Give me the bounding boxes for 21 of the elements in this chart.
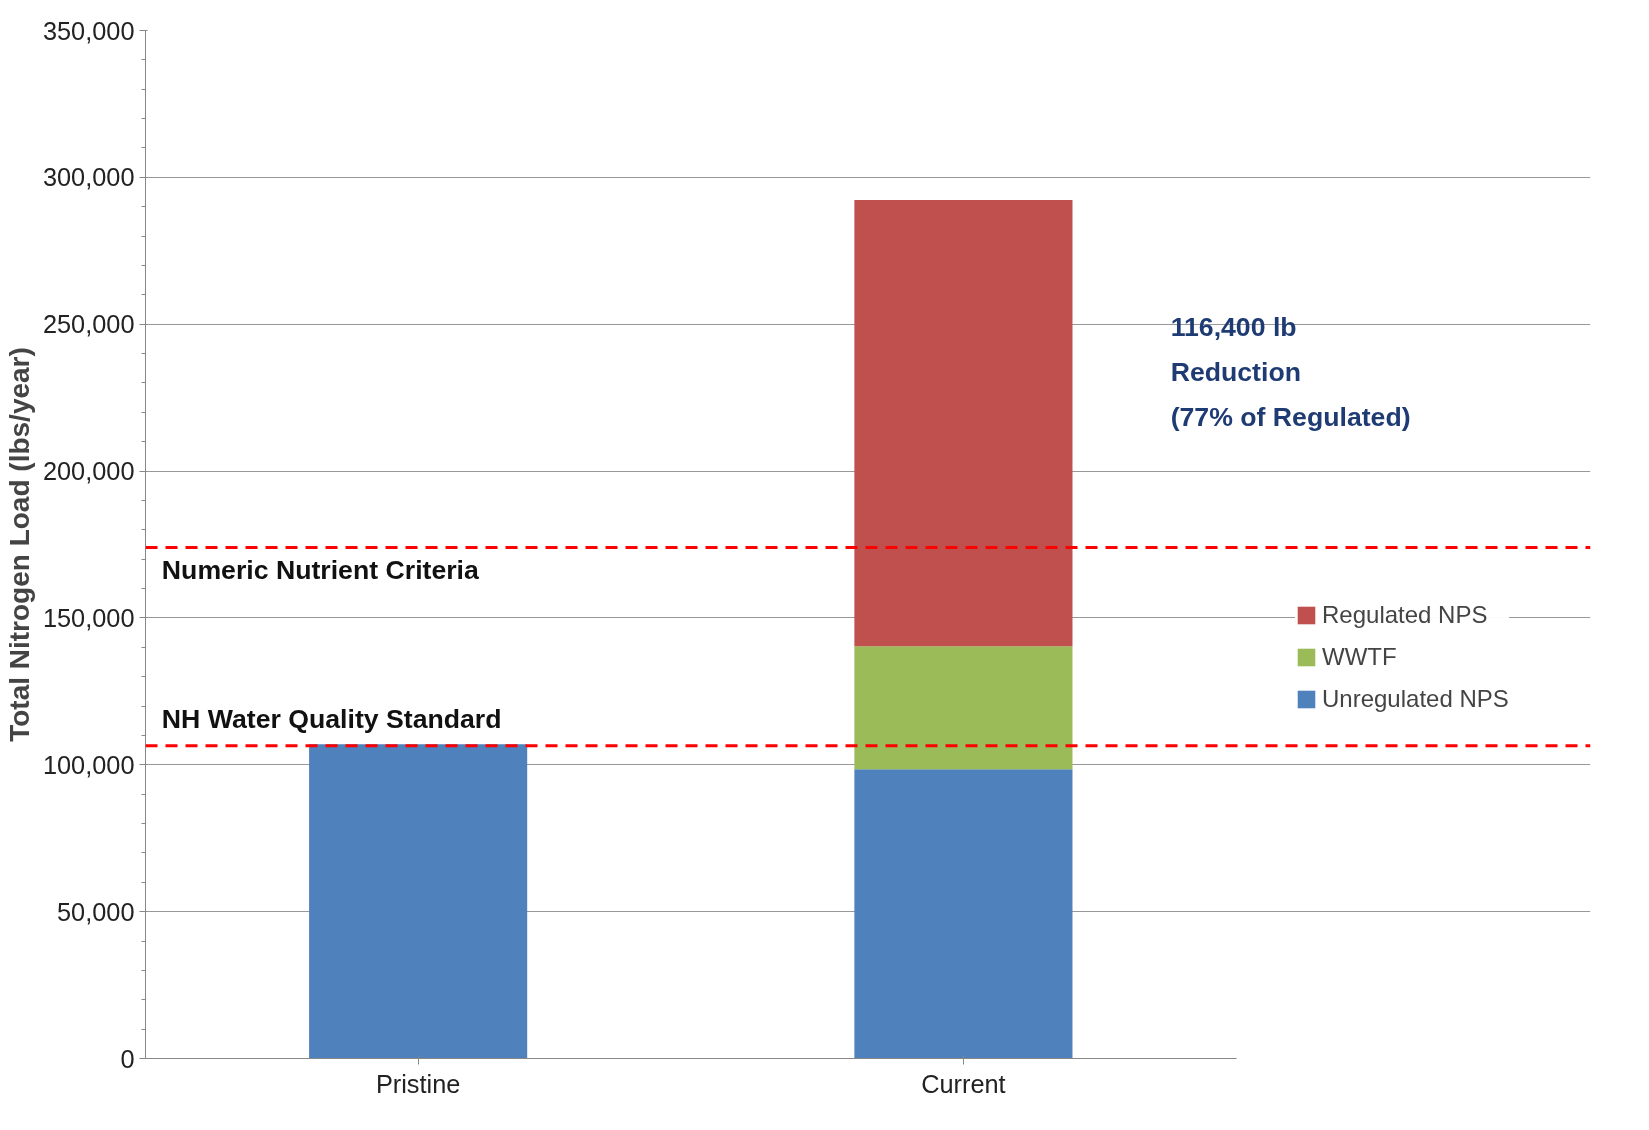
bar [309,744,528,1059]
legend-label: Regulated NPS [1322,601,1488,629]
y-tick-label: 0 [120,1044,135,1073]
legend-label: WWTF [1322,643,1397,671]
y-tick-label: 350,000 [42,16,135,45]
bar [854,199,1073,647]
bar [854,769,1073,1059]
y-tick-label: 150,000 [42,603,135,632]
legend-label: Unregulated NPS [1322,685,1509,713]
annotation: 116,400 lb Reduction (77% of Regulated) [1170,311,1411,432]
bar [854,646,1073,770]
y-tick-label: 250,000 [42,310,135,339]
y-axis-title: Total Nitrogen Load (lbs/year) [3,347,35,742]
ref-line-label: NH Water Quality Standard [161,703,502,734]
y-tick-label: 300,000 [42,163,135,192]
y-tick-label: 200,000 [42,457,135,486]
x-tick-label: Current [921,1069,1006,1098]
ref-line-label: Numeric Nutrient Criteria [161,555,480,586]
x-tick-label: Pristine [375,1069,461,1098]
y-tick-label: 50,000 [57,897,135,926]
y-tick-label: 100,000 [42,750,135,779]
